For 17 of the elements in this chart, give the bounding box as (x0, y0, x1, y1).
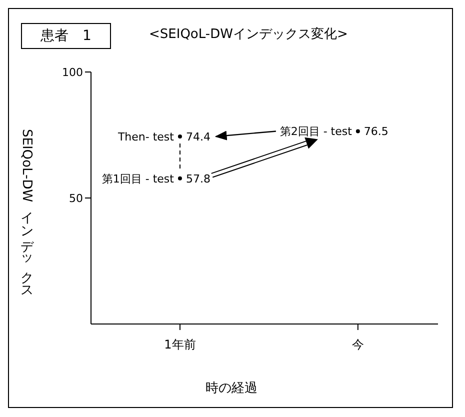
chart-title: <SEIQoL-DWインデックス変化> (149, 26, 348, 43)
series-label: 第1回目 - test (102, 172, 175, 186)
y-tick-label: 100 (62, 66, 83, 79)
x-tick-label: 今 (352, 338, 364, 352)
data-label: 57.8 (186, 172, 210, 186)
x-axis-title: 時の経過 (204, 380, 258, 397)
y-tick-label: 50 (69, 192, 83, 205)
point (178, 134, 182, 139)
y-axis-title: SEIQoL-DWインデックス (18, 129, 35, 292)
series-label: Then- test (116, 130, 175, 144)
point (178, 176, 182, 180)
series-label: 第2回目 - test (280, 125, 353, 138)
chart-subtitle: 患者 1 (21, 23, 111, 49)
data-label: 76.5 (364, 125, 388, 138)
point (356, 129, 360, 134)
x-tick-label: 1年前 (164, 338, 196, 352)
data-label: 74.4 (186, 130, 210, 144)
